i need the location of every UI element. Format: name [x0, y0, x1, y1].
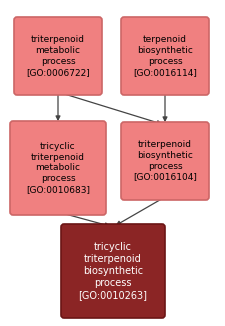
- Text: triterpenoid
biosynthetic
process
[GO:0016104]: triterpenoid biosynthetic process [GO:00…: [133, 141, 196, 182]
- FancyBboxPatch shape: [14, 17, 101, 95]
- Text: terpenoid
biosynthetic
process
[GO:0016114]: terpenoid biosynthetic process [GO:00161…: [133, 36, 196, 77]
- FancyBboxPatch shape: [120, 122, 208, 200]
- FancyBboxPatch shape: [10, 121, 106, 215]
- Text: triterpenoid
metabolic
process
[GO:0006722]: triterpenoid metabolic process [GO:00067…: [26, 36, 90, 77]
- Text: tricyclic
triterpenoid
metabolic
process
[GO:0010683]: tricyclic triterpenoid metabolic process…: [26, 142, 90, 194]
- FancyBboxPatch shape: [61, 224, 164, 318]
- FancyBboxPatch shape: [120, 17, 208, 95]
- Text: tricyclic
triterpenoid
biosynthetic
process
[GO:0010263]: tricyclic triterpenoid biosynthetic proc…: [78, 242, 147, 300]
